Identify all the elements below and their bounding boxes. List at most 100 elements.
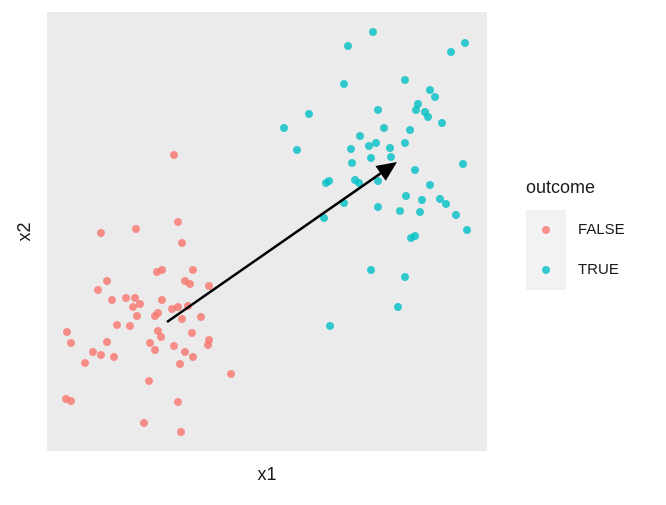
point (177, 428, 185, 436)
point (374, 106, 382, 114)
point (227, 370, 235, 378)
point (174, 218, 182, 226)
point (394, 303, 402, 311)
point (411, 232, 419, 240)
point (374, 177, 382, 185)
point (174, 398, 182, 406)
point (447, 48, 455, 56)
point (320, 214, 328, 222)
point (380, 124, 388, 132)
point (436, 195, 444, 203)
point (411, 166, 419, 174)
y-axis-title: x2 (14, 222, 34, 241)
legend-label: FALSE (578, 221, 625, 238)
point (326, 322, 334, 330)
point (67, 339, 75, 347)
point (402, 192, 410, 200)
point (103, 338, 111, 346)
legend-key (542, 226, 550, 234)
point (145, 377, 153, 385)
point (459, 160, 467, 168)
point (205, 282, 213, 290)
point (154, 327, 162, 335)
point (132, 225, 140, 233)
point (431, 93, 439, 101)
point (197, 313, 205, 321)
legend-key (542, 266, 550, 274)
point (369, 28, 377, 36)
point (406, 126, 414, 134)
point (463, 226, 471, 234)
point (181, 348, 189, 356)
point (126, 322, 134, 330)
point (387, 153, 395, 161)
point (170, 151, 178, 159)
point (170, 342, 178, 350)
x-axis-title: x1 (257, 464, 276, 484)
point (189, 353, 197, 361)
point (452, 211, 460, 219)
point (153, 268, 161, 276)
point (426, 181, 434, 189)
legend-label: TRUE (578, 261, 619, 278)
point (103, 277, 111, 285)
point (129, 303, 137, 311)
point (140, 419, 148, 427)
point (347, 145, 355, 153)
point (401, 139, 409, 147)
point (355, 179, 363, 187)
arrow-head (375, 162, 397, 181)
point (386, 144, 394, 152)
point (94, 286, 102, 294)
plot-panel (47, 12, 487, 451)
point (424, 113, 432, 121)
point (133, 312, 141, 320)
point (367, 266, 375, 274)
point (416, 208, 424, 216)
point (367, 154, 375, 162)
point (356, 132, 364, 140)
point (67, 397, 75, 405)
point (89, 348, 97, 356)
point (97, 229, 105, 237)
point (426, 86, 434, 94)
point (151, 346, 159, 354)
point (401, 76, 409, 84)
point (322, 179, 330, 187)
point (186, 280, 194, 288)
point (204, 341, 212, 349)
point (461, 39, 469, 47)
point (438, 119, 446, 127)
point (348, 159, 356, 167)
point (158, 296, 166, 304)
point (344, 42, 352, 50)
point (136, 300, 144, 308)
point (365, 142, 373, 150)
point (113, 321, 121, 329)
point (442, 200, 450, 208)
point (178, 239, 186, 247)
point (176, 360, 184, 368)
point (81, 359, 89, 367)
point (122, 294, 130, 302)
arrow-shaft (166, 172, 382, 324)
point (189, 266, 197, 274)
point (401, 273, 409, 281)
point (340, 80, 348, 88)
point (305, 110, 313, 118)
point (151, 312, 159, 320)
point (188, 329, 196, 337)
point (293, 146, 301, 154)
point (63, 328, 71, 336)
point (374, 203, 382, 211)
legend-title: outcome (526, 177, 595, 197)
point (418, 196, 426, 204)
point (97, 351, 105, 359)
point (157, 333, 165, 341)
point (396, 207, 404, 215)
point (110, 353, 118, 361)
point (280, 124, 288, 132)
point (178, 315, 186, 323)
